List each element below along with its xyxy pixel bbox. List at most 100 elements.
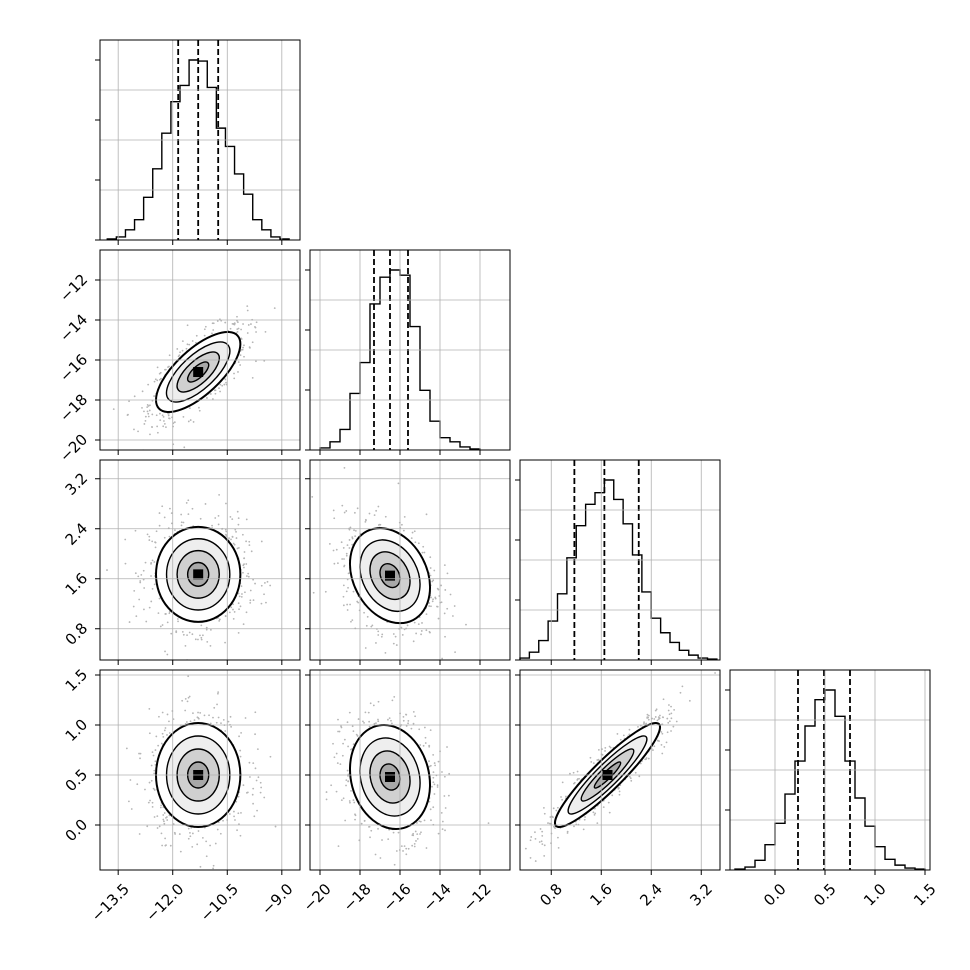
scatter-point xyxy=(153,769,156,772)
scatter-point xyxy=(149,799,151,802)
scatter-point xyxy=(150,562,153,564)
scatter-point xyxy=(436,784,439,787)
scatter-point xyxy=(260,540,263,543)
scatter-point xyxy=(656,719,659,722)
scatter-point xyxy=(203,328,206,331)
scatter-point xyxy=(179,850,182,853)
scatter-point xyxy=(656,739,659,742)
scatter-point xyxy=(164,837,167,840)
scatter-point xyxy=(541,834,544,837)
scatter-point xyxy=(180,524,183,527)
scatter-point xyxy=(425,513,428,516)
scatter-point xyxy=(217,691,220,694)
scatter-point xyxy=(191,507,194,510)
scatter-point xyxy=(125,747,128,750)
grid-lines xyxy=(310,460,510,660)
scatter-point xyxy=(151,425,153,428)
scatter-point xyxy=(346,544,349,547)
scatter-point xyxy=(352,730,355,733)
scatter-point xyxy=(205,840,208,843)
scatter-point xyxy=(128,621,131,623)
scatter-point xyxy=(343,558,345,560)
scatter-point xyxy=(156,366,159,369)
scatter-point xyxy=(543,812,546,815)
scatter-point xyxy=(186,634,188,637)
scatter-point xyxy=(159,625,162,628)
scatter-point xyxy=(414,541,417,544)
scatter-point xyxy=(349,526,352,529)
scatter-point xyxy=(147,415,150,418)
scatter-point xyxy=(423,819,426,822)
scatter-point xyxy=(668,720,671,723)
scatter-point xyxy=(388,717,391,720)
tick-marks xyxy=(305,674,481,875)
scatter-point xyxy=(377,720,380,723)
scatter-point xyxy=(217,514,220,517)
scatter-point xyxy=(312,591,315,594)
scatter-point xyxy=(524,847,527,850)
scatter-point xyxy=(370,625,373,628)
scatter-point xyxy=(242,623,245,626)
scatter-point xyxy=(163,516,166,519)
scatter-point xyxy=(209,722,212,725)
scatter-point xyxy=(430,605,432,608)
scatter-point xyxy=(333,562,336,565)
scatter-point xyxy=(405,725,408,727)
scatter-point xyxy=(343,466,346,469)
scatter-point xyxy=(410,537,413,540)
scatter-point xyxy=(400,626,403,629)
contour-line xyxy=(165,538,231,611)
scatter-point xyxy=(351,536,354,538)
scatter-point xyxy=(433,762,436,764)
scatter-point xyxy=(252,802,254,805)
scatter-point xyxy=(151,587,154,590)
scatter-point xyxy=(425,629,428,632)
scatter-point xyxy=(185,502,188,504)
scatter-point xyxy=(212,398,214,400)
scatter-point xyxy=(254,582,256,585)
scatter-point xyxy=(393,863,396,866)
scatter-point xyxy=(245,575,248,577)
scatter-point xyxy=(165,613,167,615)
scatter-point xyxy=(402,716,405,718)
scatter-point xyxy=(228,611,231,614)
contour-line xyxy=(348,724,431,831)
scatter-point xyxy=(330,784,333,787)
scatter-point xyxy=(345,510,348,512)
scatter-point xyxy=(572,771,575,774)
grid-lines xyxy=(100,670,300,870)
scatter-point xyxy=(141,406,143,409)
scatter-point xyxy=(205,855,208,858)
contour-lines xyxy=(348,724,431,831)
scatter-point xyxy=(202,634,204,637)
scatter-point xyxy=(407,722,409,725)
scatter-point xyxy=(232,542,235,545)
scatter-point xyxy=(432,781,435,784)
scatter-point xyxy=(164,650,166,653)
scatter-point xyxy=(148,708,151,710)
scatter-point xyxy=(413,621,416,624)
scatter-point xyxy=(384,515,387,518)
scatter-point xyxy=(434,764,437,767)
scatter-point xyxy=(251,376,254,379)
scatter-point xyxy=(421,622,423,624)
grid-lines xyxy=(520,460,720,660)
scatter-point xyxy=(173,831,176,834)
scatter-point xyxy=(418,728,421,731)
scatter-point xyxy=(379,523,382,526)
scatter-point xyxy=(225,381,227,384)
scatter-point xyxy=(368,725,371,728)
scatter-point xyxy=(441,771,443,773)
scatter-point xyxy=(157,744,160,747)
scatter-point xyxy=(225,530,228,533)
scatter-point xyxy=(604,750,606,752)
scatter-point xyxy=(243,344,245,347)
density-panel-2-4 xyxy=(325,695,490,866)
scatter-point xyxy=(232,603,234,606)
scatter-point xyxy=(238,735,240,738)
density-frame xyxy=(309,669,511,871)
scatter-point xyxy=(189,831,191,834)
scatter-point xyxy=(432,806,435,809)
scatter-point xyxy=(168,610,171,613)
scatter-point xyxy=(340,799,343,802)
